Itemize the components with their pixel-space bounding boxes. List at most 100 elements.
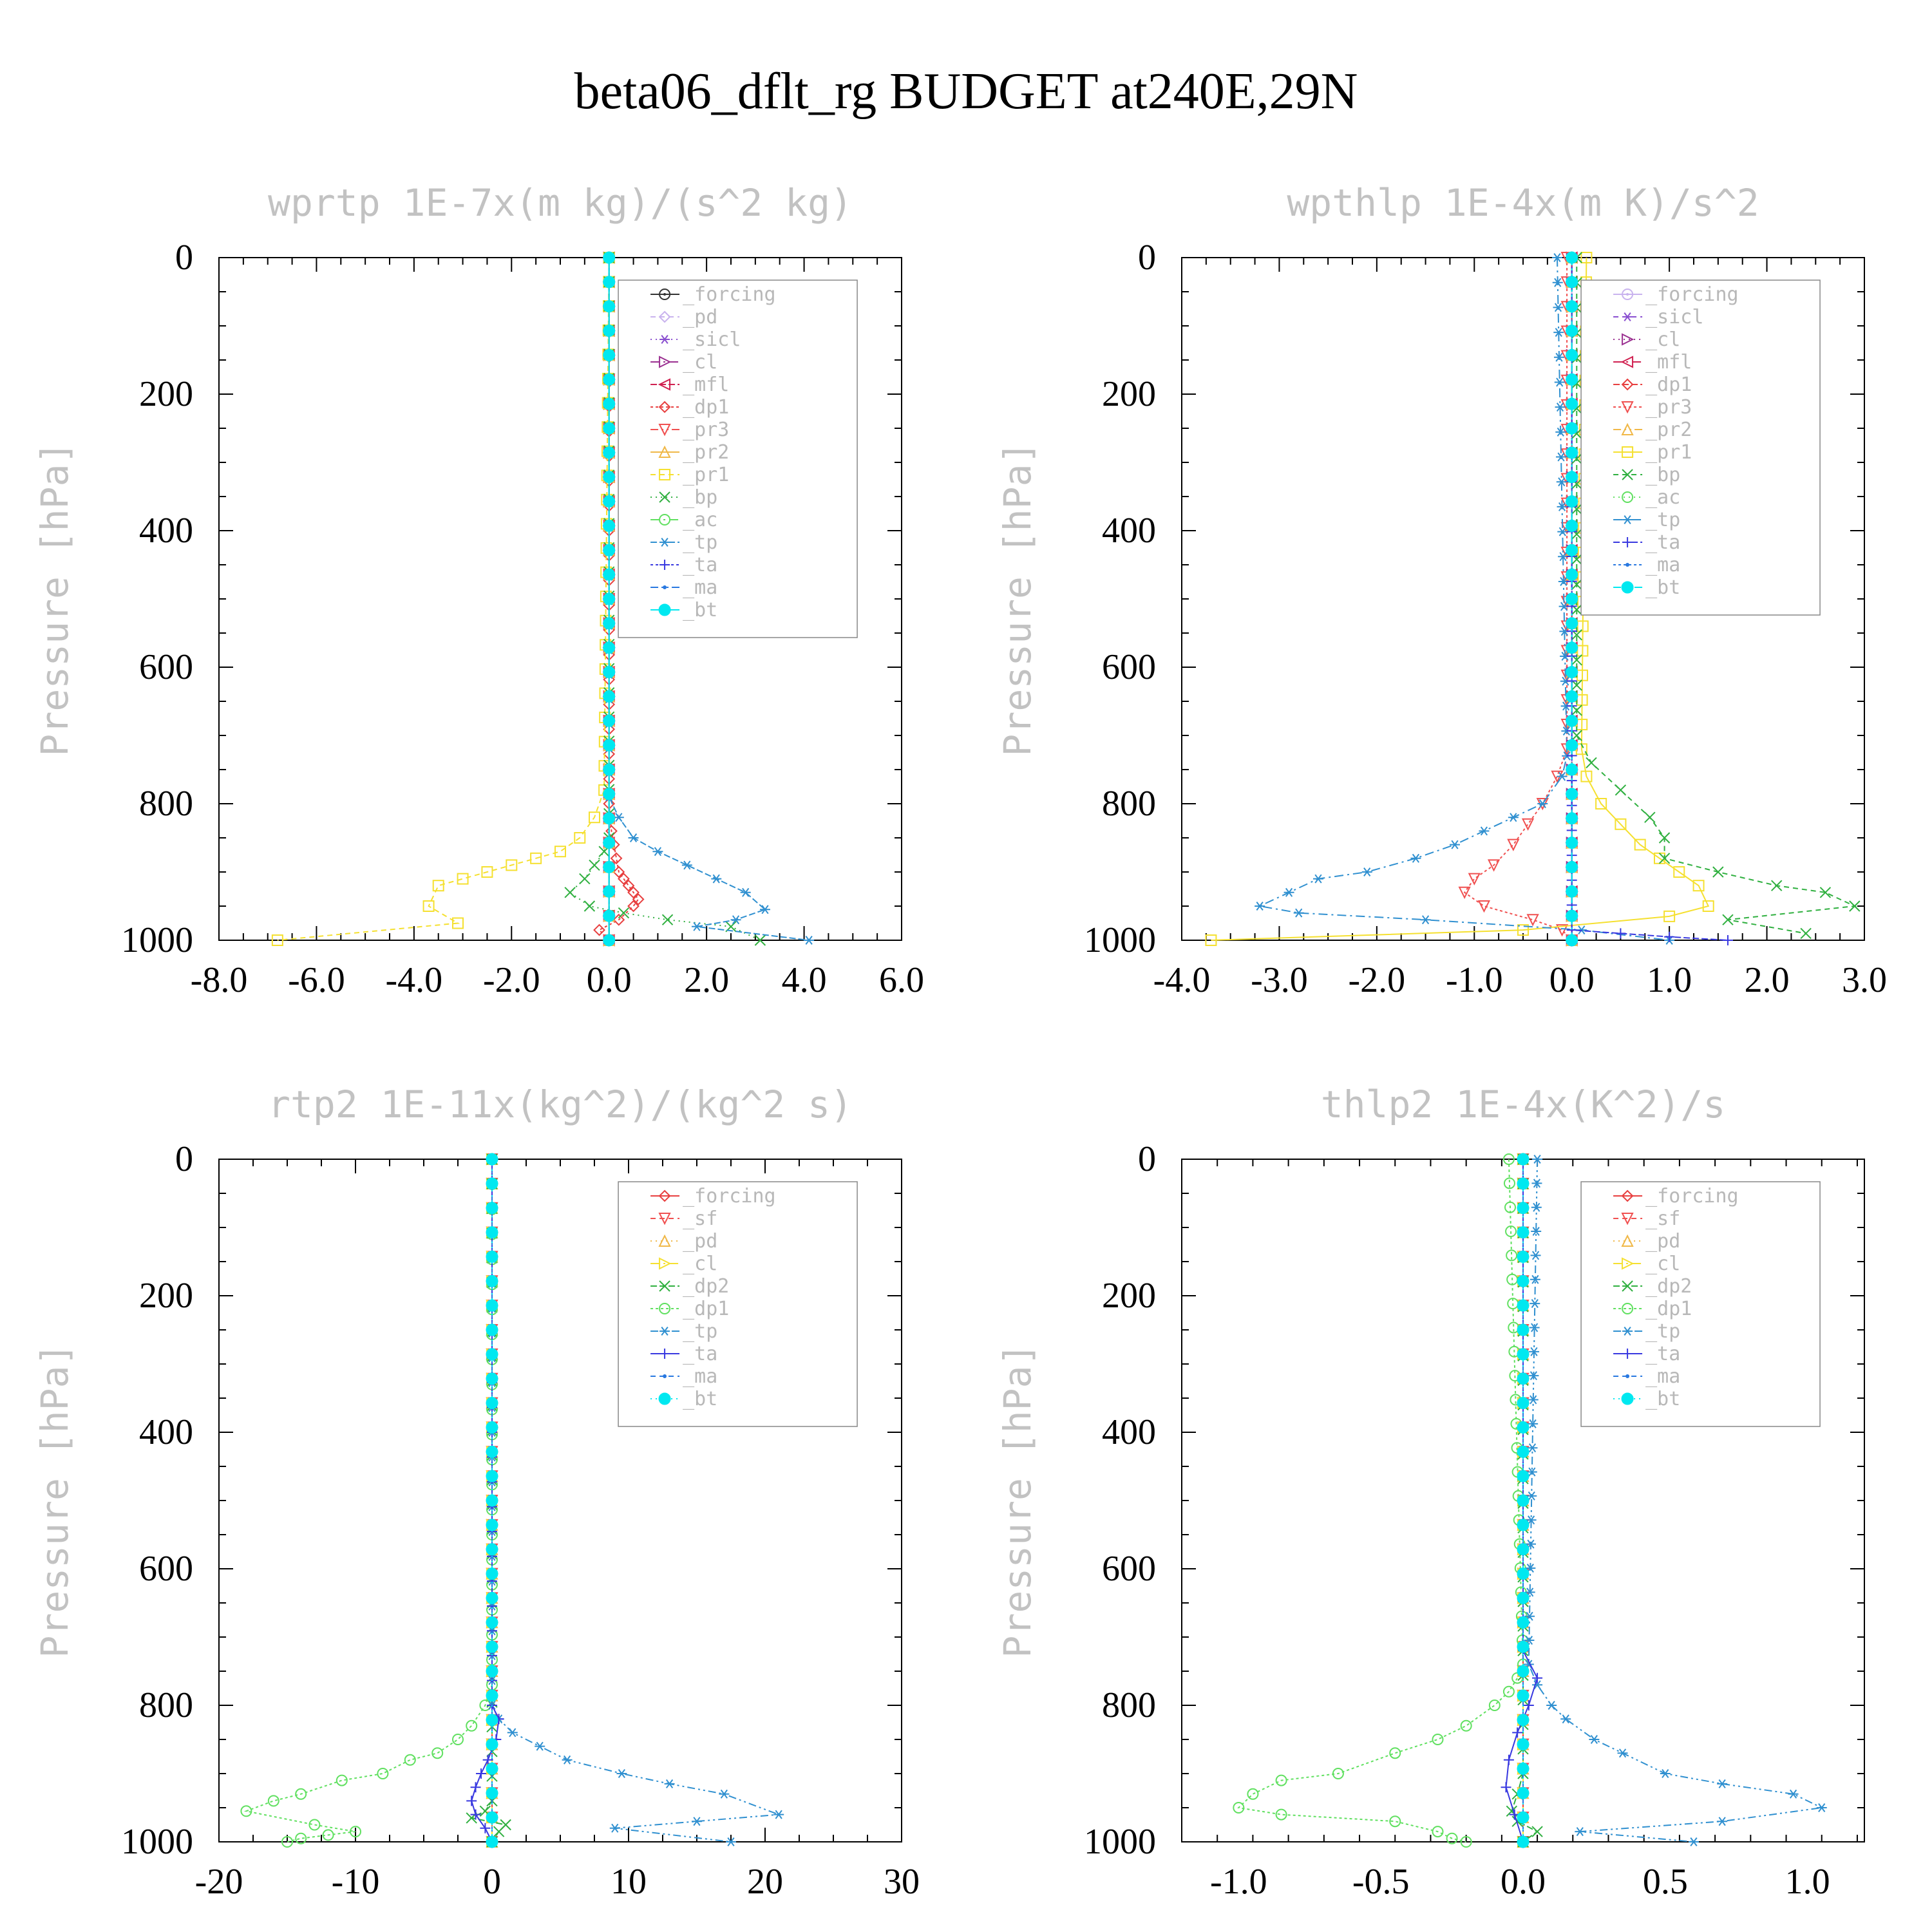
legend-entry: _ma [1645, 1365, 1680, 1388]
data-point [1517, 1640, 1530, 1653]
legend-swatch-marker [658, 445, 671, 458]
legend-entry: _ta [683, 1343, 717, 1365]
data-point [1532, 1680, 1543, 1690]
data-point [476, 1768, 487, 1779]
data-point [1517, 1567, 1530, 1580]
data-point [1502, 1153, 1515, 1165]
series-line [1237, 1159, 1524, 1842]
legend-entry: _bt [1645, 1388, 1680, 1410]
data-point [1589, 1735, 1600, 1744]
data-point [1537, 799, 1548, 808]
x-tick-label: -6.0 [288, 960, 345, 1000]
data-point [1517, 1616, 1530, 1629]
data-point [1517, 1372, 1530, 1385]
legend-swatch-marker [1622, 1303, 1634, 1314]
data-point [613, 813, 624, 822]
data-point [1527, 1443, 1538, 1453]
data-point [692, 922, 702, 931]
data-point [322, 1829, 334, 1841]
data-point [1566, 934, 1578, 947]
y-tick-label: 800 [139, 784, 193, 824]
y-tick-label: 200 [139, 1276, 193, 1316]
legend-entry: _tp [1645, 509, 1680, 531]
data-point [486, 1738, 498, 1751]
legend-swatch-marker [1622, 446, 1634, 458]
data-point [1580, 770, 1593, 782]
figure-title: beta06_dflt_rg BUDGET at240E,29N [574, 63, 1358, 120]
y-tick-label: 200 [139, 374, 193, 414]
series-bt [486, 1153, 498, 1848]
legend-entry: _bp [1645, 464, 1680, 486]
data-point [1410, 853, 1421, 863]
data-point [1571, 730, 1582, 741]
data-point [1557, 772, 1567, 781]
data-point [1517, 1762, 1530, 1775]
legend-entry: _ma [683, 1365, 717, 1388]
data-point [1529, 1323, 1540, 1332]
data-point [1566, 592, 1578, 605]
data-point [1420, 915, 1431, 925]
panel-title: thlp2 1E-4x(K^2)/s [1321, 1083, 1726, 1126]
x-tick-label: -2.0 [483, 960, 540, 1000]
data-point [1566, 666, 1578, 679]
series-bt [1517, 1153, 1530, 1848]
legend-swatch-marker [1622, 1327, 1633, 1336]
data-point [1517, 1494, 1530, 1507]
data-point [583, 900, 596, 912]
data-point [1819, 887, 1832, 898]
legend-entry: _mfl [683, 374, 729, 396]
legend: _forcing_sf_pd_cl_dp2_dp1_tp_ta_ma_bt [1580, 1181, 1821, 1427]
legend-entry: _dp1 [683, 396, 729, 419]
legend-swatch-marker [1622, 537, 1633, 547]
data-point [486, 1591, 498, 1604]
data-point [432, 880, 444, 892]
data-point [1517, 1445, 1530, 1458]
data-point [1523, 1700, 1534, 1710]
data-point [1528, 1371, 1539, 1381]
legend-swatch-marker [659, 1327, 670, 1336]
data-point [1557, 502, 1567, 511]
data-point [1504, 1201, 1517, 1213]
legend-swatch-marker [659, 560, 670, 570]
data-point [681, 860, 692, 870]
panel-title: rtp2 1E-11x(kg^2)/(kg^2 s) [268, 1083, 853, 1126]
data-point [1531, 1202, 1542, 1212]
data-point [1566, 714, 1578, 727]
data-point [1517, 1543, 1530, 1556]
data-point [530, 852, 542, 864]
data-point [603, 568, 616, 581]
y-tick-label: 0 [175, 238, 193, 278]
legend-swatch-marker [658, 1392, 671, 1405]
data-point [618, 873, 630, 886]
data-point [486, 1494, 498, 1507]
legend-swatch-marker [659, 1280, 670, 1292]
legend-swatch-marker [1621, 378, 1634, 391]
data-point [603, 300, 616, 313]
data-point [486, 1445, 498, 1458]
data-point [1617, 1748, 1628, 1758]
data-point [603, 348, 616, 361]
y-tick-label: 200 [1102, 374, 1156, 414]
data-point [603, 788, 616, 800]
data-point [535, 1741, 545, 1751]
data-point [1577, 645, 1589, 657]
legend-swatch-marker [1621, 581, 1634, 594]
data-point [1575, 1827, 1586, 1837]
data-point [1555, 924, 1569, 937]
y-tick-label: 600 [1102, 647, 1156, 687]
legend-swatch-marker-center [1626, 293, 1629, 296]
data-point [603, 690, 616, 703]
data-point [730, 915, 741, 925]
data-point [1517, 1738, 1530, 1751]
legend-entry: _dp2 [1645, 1275, 1692, 1298]
data-point [1566, 300, 1578, 313]
legend-swatch-marker [658, 401, 671, 413]
data-point [603, 251, 616, 264]
data-point [486, 1348, 498, 1361]
data-point [486, 1323, 498, 1336]
data-point [603, 885, 616, 898]
data-point [1458, 886, 1471, 900]
legend-entry: _ta [1645, 531, 1680, 554]
x-tick-label: 20 [747, 1862, 783, 1902]
y-tick-label: 0 [1138, 1139, 1156, 1179]
